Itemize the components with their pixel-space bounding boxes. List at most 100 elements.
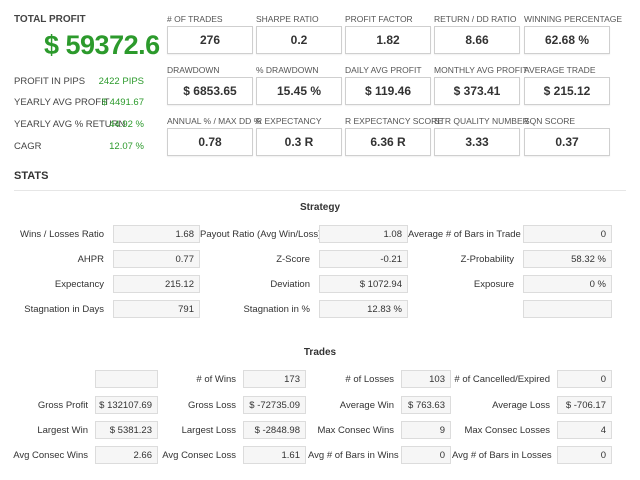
strategy-label: Stagnation in Days bbox=[24, 304, 104, 315]
metric-label-return-dd: RETURN / DD RATIO bbox=[434, 14, 517, 24]
summary-row-value: $ 4491.67 bbox=[101, 97, 144, 108]
strategy-value: $ 1072.94 bbox=[319, 275, 408, 293]
metric-value-daily-avg-profit: $ 119.46 bbox=[345, 77, 431, 105]
metric-label-trades: # OF TRADES bbox=[167, 14, 223, 24]
metric-label-daily-avg-profit: DAILY AVG PROFIT bbox=[345, 65, 422, 75]
strategy-value: -0.21 bbox=[319, 250, 408, 268]
strategy-label: Deviation bbox=[270, 279, 310, 290]
metric-value-str-quality: 3.33 bbox=[434, 128, 520, 156]
metric-value-sharpe: 0.2 bbox=[256, 26, 342, 54]
trades-value: $ 132107.69 bbox=[95, 396, 158, 414]
trades-label: Avg # of Bars in Losses bbox=[452, 450, 552, 461]
trades-value bbox=[95, 370, 158, 388]
summary-row-profit-pips: PROFIT IN PIPS 2422 PIPS bbox=[14, 76, 144, 90]
trades-label: # of Losses bbox=[345, 374, 394, 385]
trades-value: 2.66 bbox=[95, 446, 158, 464]
stats-divider bbox=[14, 190, 626, 191]
summary-row-value: 2422 PIPS bbox=[98, 76, 144, 87]
trades-title: Trades bbox=[303, 347, 337, 358]
metric-value-drawdown: $ 6853.65 bbox=[167, 77, 253, 105]
strategy-value: 1.08 bbox=[319, 225, 408, 243]
strategy-label: AHPR bbox=[77, 254, 104, 265]
strategy-label: Z-Probability bbox=[460, 254, 514, 265]
metric-value-r-expectancy: 0.3 R bbox=[256, 128, 342, 156]
metric-value-return-dd: 8.66 bbox=[434, 26, 520, 54]
metric-label-r-expectancy: R EXPECTANCY bbox=[256, 116, 322, 126]
strategy-value: 0 bbox=[523, 225, 612, 243]
summary-row-label: PROFIT IN PIPS bbox=[14, 76, 86, 87]
metric-value-r-expectancy-score: 6.36 R bbox=[345, 128, 431, 156]
trades-value: $ -706.17 bbox=[557, 396, 612, 414]
summary-row-label: YEARLY AVG PROFIT bbox=[14, 97, 110, 108]
summary-row-value: 44.92 % bbox=[109, 119, 144, 130]
summary-row-yearly-avg-profit: YEARLY AVG PROFIT $ 4491.67 bbox=[14, 97, 144, 111]
trades-value: 4 bbox=[557, 421, 612, 439]
trades-label: # of Wins bbox=[196, 374, 236, 385]
total-profit-label: TOTAL PROFIT bbox=[14, 14, 86, 25]
strategy-title: Strategy bbox=[299, 202, 340, 213]
summary-row-yearly-avg-return: YEARLY AVG % RETURN 44.92 % bbox=[14, 119, 144, 133]
strategy-label: Stagnation in % bbox=[243, 304, 310, 315]
trades-label: Avg Consec Loss bbox=[162, 450, 236, 461]
trades-label: Average Loss bbox=[492, 400, 550, 411]
metric-value-profit-factor: 1.82 bbox=[345, 26, 431, 54]
strategy-label: Expectancy bbox=[54, 279, 104, 290]
metric-label-average-trade: AVERAGE TRADE bbox=[524, 65, 596, 75]
trades-label: # of Cancelled/Expired bbox=[454, 374, 550, 385]
metric-value-sqn-score: 0.37 bbox=[524, 128, 610, 156]
trades-value: $ 5381.23 bbox=[95, 421, 158, 439]
metric-label-profit-factor: PROFIT FACTOR bbox=[345, 14, 413, 24]
strategy-value: 0.77 bbox=[113, 250, 200, 268]
trades-label: Avg # of Bars in Wins bbox=[308, 450, 399, 461]
trades-label: Gross Profit bbox=[37, 400, 88, 411]
strategy-value: 215.12 bbox=[113, 275, 200, 293]
strategy-value: 1.68 bbox=[113, 225, 200, 243]
summary-row-cagr: CAGR 12.07 % bbox=[14, 141, 144, 155]
metric-label-pct-drawdown: % DRAWDOWN bbox=[256, 65, 319, 75]
metric-label-r-expectancy-score: R EXPECTANCY SCORE bbox=[345, 116, 443, 126]
strategy-value: 12.83 % bbox=[319, 300, 408, 318]
trades-label: Max Consec Losses bbox=[464, 425, 550, 436]
trades-value: 9 bbox=[401, 421, 451, 439]
trades-value: 0 bbox=[557, 446, 612, 464]
summary-row-label: YEARLY AVG % RETURN bbox=[14, 119, 126, 130]
metric-label-sharpe: SHARPE RATIO bbox=[256, 14, 319, 24]
trades-label: Largest Loss bbox=[181, 425, 236, 436]
trades-value: 173 bbox=[243, 370, 306, 388]
strategy-value: 791 bbox=[113, 300, 200, 318]
metric-value-trades: 276 bbox=[167, 26, 253, 54]
strategy-label: Payout Ratio (Avg Win/Loss) bbox=[200, 229, 322, 240]
strategy-label: Exposure bbox=[473, 279, 514, 290]
trades-label: Average Win bbox=[339, 400, 394, 411]
summary-row-value: 12.07 % bbox=[109, 141, 144, 152]
metric-value-annual-maxdd: 0.78 bbox=[167, 128, 253, 156]
trades-value: 0 bbox=[401, 446, 451, 464]
strategy-value: 0 % bbox=[523, 275, 612, 293]
metric-label-sqn-score: SQN SCORE bbox=[524, 116, 576, 126]
trades-label: Gross Loss bbox=[187, 400, 236, 411]
stats-heading: STATS bbox=[14, 170, 49, 182]
metric-label-str-quality: STR QUALITY NUMBER bbox=[434, 116, 529, 126]
strategy-label: Average # of Bars in Trade bbox=[408, 229, 521, 240]
summary-row-label: CAGR bbox=[14, 141, 42, 152]
metric-label-annual-maxdd: ANNUAL % / MAX DD % bbox=[167, 116, 262, 126]
trades-value: 103 bbox=[401, 370, 451, 388]
total-profit-value: $ 59372.6 bbox=[44, 30, 160, 60]
metric-label-drawdown: DRAWDOWN bbox=[167, 65, 220, 75]
metric-label-winning-pct: WINNING PERCENTAGE bbox=[524, 14, 623, 24]
strategy-label: Wins / Losses Ratio bbox=[20, 229, 104, 240]
trades-label: Avg Consec Wins bbox=[13, 450, 88, 461]
trades-value: $ -2848.98 bbox=[243, 421, 306, 439]
strategy-label: Z-Score bbox=[276, 254, 310, 265]
metric-value-monthly-avg-profit: $ 373.41 bbox=[434, 77, 520, 105]
strategy-value bbox=[523, 300, 612, 318]
trades-label: Max Consec Wins bbox=[317, 425, 394, 436]
strategy-value: 58.32 % bbox=[523, 250, 612, 268]
trades-value: 0 bbox=[557, 370, 612, 388]
metric-value-average-trade: $ 215.12 bbox=[524, 77, 610, 105]
trades-value: 1.61 bbox=[243, 446, 306, 464]
trades-value: $ 763.63 bbox=[401, 396, 451, 414]
metric-label-monthly-avg-profit: MONTHLY AVG PROFIT bbox=[434, 65, 528, 75]
trades-label: Largest Win bbox=[37, 425, 88, 436]
metric-value-winning-pct: 62.68 % bbox=[524, 26, 610, 54]
